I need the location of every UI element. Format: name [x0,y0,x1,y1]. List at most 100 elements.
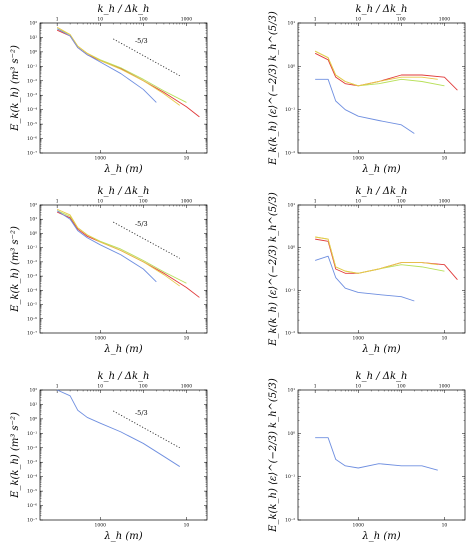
x-top-tick-label: 1000 [439,384,451,390]
y-tick-label: 10⁻⁴ [27,288,37,294]
reference-slope-label: -5/3 [135,37,148,45]
reference-slope-line [113,221,180,259]
x-top-tick-label: 1 [56,17,59,23]
x-top-tick-label: 1000 [181,384,193,390]
y-axis-label: E_k(k_h) ⟨ε⟩^(−2/3) k_h^(5/3) [268,378,279,533]
y-axis-label: E_k(k_h) ⟨ε⟩^(−2/3) k_h^(5/3) [268,11,279,166]
x-bottom-tick-label: 1000 [353,336,365,342]
y-tick-label: 10¹ [29,217,37,223]
top-axis-label: k_h / Δk_h [356,4,408,15]
y-tick-label: 10⁻³ [27,460,37,466]
y-tick-label: 10⁻¹ [27,64,37,70]
y-tick-label: 10⁻² [27,259,37,265]
bottom-axis-label: λ_h (m) [361,344,400,355]
panel-2-right: 10¹ 10⁰ 10⁻¹ 10⁻² 1 10 100 1000 1000 10 k_h / Δk_h… [268,371,466,542]
x-bottom-tick-label: 10 [442,523,448,529]
series-line-blue [315,255,415,302]
x-top-tick-label: 1000 [181,17,193,23]
bottom-axis-label: λ_h (m) [103,344,142,355]
series-line-green [314,50,445,87]
top-axis-label: k_h / Δk_h [98,186,150,197]
panel-2-left: 10² 10¹ 10⁰ 10⁻¹ 10⁻² 10⁻³ 10⁻⁴ 10⁻⁵ 10⁻⁶ 10⁻⁷ 1 10… [10,371,208,542]
y-axis-label: E_k(k_h) ⟨ε⟩^(−2/3) k_h^(5/3) [268,192,279,347]
y-tick-label: 10⁰ [29,231,37,237]
series-line-green [315,236,445,274]
top-axis-label: k_h / Δk_h [356,371,408,382]
y-tick-label: 10⁻⁷ [27,151,37,157]
series-line-blue [56,389,181,467]
y-tick-label: 10⁻¹ [285,288,295,294]
x-bottom-tick-label: 1000 [95,156,107,162]
panel-1-left: 10² 10¹ 10⁰ 10⁻¹ 10⁻² 10⁻³ 10⁻⁴ 10⁻⁵ 10⁻⁶ 10⁻⁷ 1 10… [10,186,208,355]
reference-slope-label: -5/3 [135,220,148,228]
x-bottom-tick-label: 1000 [353,156,365,162]
series-line-blue [56,28,157,103]
plot-frame [39,204,208,334]
x-bottom-tick-label: 10 [442,336,448,342]
x-top-tick-label: 10 [355,384,361,390]
plot-frame [39,22,208,154]
y-tick-label: 10⁰ [29,416,37,422]
y-tick-label: 10⁻⁷ [27,518,37,524]
x-bottom-tick-label: 1000 [95,523,107,529]
y-tick-label: 10⁻⁶ [27,316,37,322]
y-tick-label: 10² [29,203,37,209]
y-tick-label: 10⁰ [29,49,37,55]
top-axis-label: k_h / Δk_h [98,4,150,15]
y-tick-label: 10⁰ [287,245,295,251]
y-tick-label: 10⁻² [285,331,295,337]
series-line-blue [315,78,415,134]
y-tick-label: 10² [29,21,37,27]
y-tick-label: 10⁰ [287,431,295,437]
reference-slope-line [113,410,180,449]
plot-frame [297,204,466,334]
y-tick-label: 10⁻¹ [285,474,295,480]
y-tick-label: 10⁻⁵ [27,489,37,495]
x-top-tick-label: 1 [314,199,317,205]
plot-frame [39,389,208,521]
x-top-tick-label: 10 [97,199,103,205]
reference-slope-label: -5/3 [135,409,148,417]
series-line-red [315,238,458,280]
x-top-tick-label: 10 [97,384,103,390]
x-top-tick-label: 100 [397,384,406,390]
x-top-tick-label: 10 [355,17,361,23]
top-axis-label: k_h / Δk_h [356,186,408,197]
y-tick-label: 10² [29,388,37,394]
x-top-tick-label: 100 [139,384,148,390]
bottom-axis-label: λ_h (m) [361,531,400,542]
x-top-tick-label: 1000 [439,17,451,23]
x-bottom-tick-label: 1000 [95,336,107,342]
series-line-green [56,210,187,284]
y-tick-label: 10⁻⁶ [27,503,37,509]
y-tick-label: 10¹ [287,203,295,209]
x-top-tick-label: 1 [56,199,59,205]
y-tick-label: 10⁻² [285,151,295,157]
series-line-yellow [56,208,181,287]
x-top-tick-label: 1000 [181,199,193,205]
series-line-green [56,28,187,103]
series-line-yellow [314,50,438,87]
x-top-tick-label: 100 [397,17,406,23]
bottom-axis-label: λ_h (m) [361,164,400,175]
x-top-tick-label: 1 [314,17,317,23]
y-tick-label: 10⁻⁵ [27,302,37,308]
x-top-tick-label: 1 [56,384,59,390]
y-tick-label: 10¹ [287,21,295,27]
y-tick-label: 10⁻¹ [285,107,295,113]
x-top-tick-label: 100 [139,199,148,205]
y-tick-label: 10⁻⁴ [27,107,37,113]
y-tick-label: 10⁻¹ [27,431,37,437]
bottom-axis-label: λ_h (m) [103,164,142,175]
y-tick-label: 10⁻² [285,518,295,524]
y-axis-label: E_k(k_h) (m³ s⁻²) [10,412,21,499]
y-tick-label: 10¹ [29,35,37,41]
y-tick-label: 10⁻⁵ [27,122,37,128]
y-tick-label: 10⁻³ [27,93,37,99]
series-line-yellow [315,236,438,274]
x-bottom-tick-label: 10 [184,336,190,342]
y-tick-label: 10⁻³ [27,274,37,280]
x-bottom-tick-label: 10 [184,156,190,162]
series-line-blue [315,437,438,471]
